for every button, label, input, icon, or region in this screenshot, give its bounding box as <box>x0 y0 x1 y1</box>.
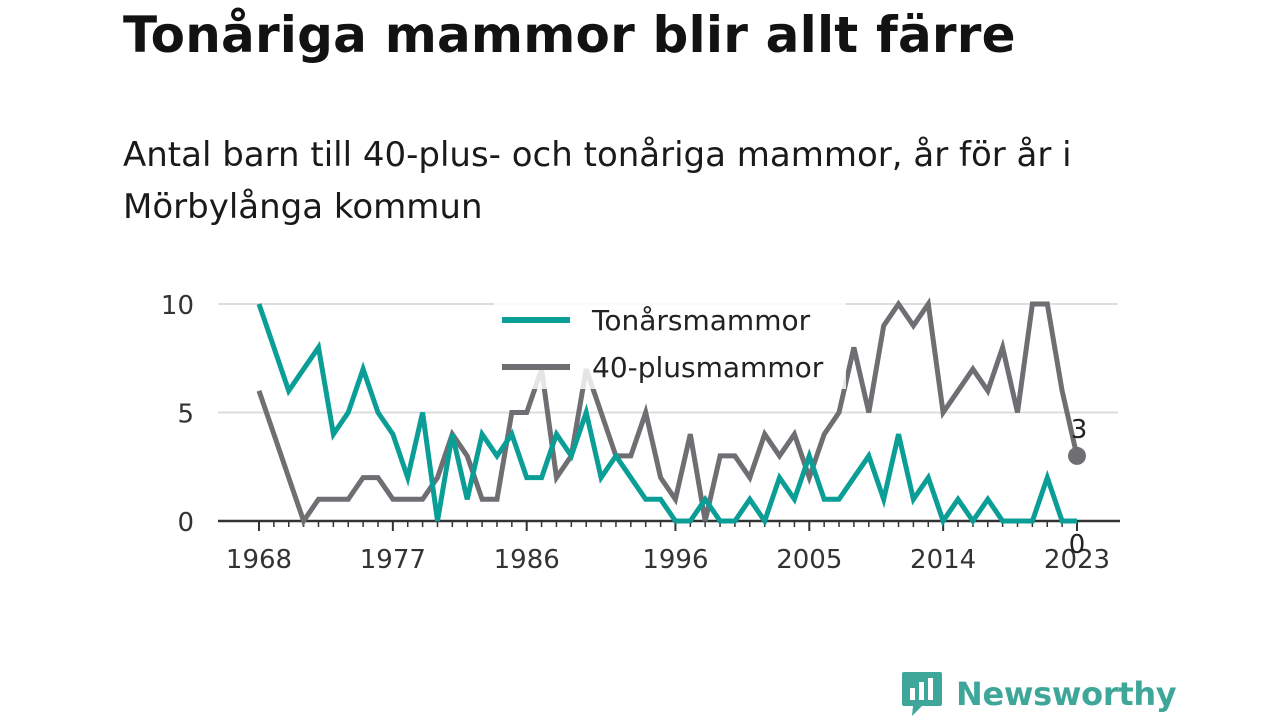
end-point-marker <box>1068 446 1086 465</box>
y-axis: 0 5 10 <box>161 291 194 538</box>
x-tick-label: 2014 <box>910 545 976 575</box>
newsworthy-logo[interactable]: Newsworthy <box>900 670 1177 718</box>
x-tick-label: 2005 <box>776 545 842 575</box>
legend-label: Tonårsmammor <box>591 304 811 337</box>
brand-name: Newsworthy <box>956 675 1177 713</box>
series-line-tonarsmammor <box>256 303 1077 527</box>
series-lines <box>256 297 1080 527</box>
chart-title: Tonåriga mammor blir allt färre <box>123 6 1016 64</box>
x-tick-label: 1977 <box>360 545 426 575</box>
end-labels: 30 <box>1068 415 1087 560</box>
x-axis: 1968 1977 1986 1996 2005 2014 2023 <box>218 519 1120 575</box>
x-tick-label: 1968 <box>226 545 292 575</box>
end-label-tonarsmammor: 0 <box>1069 530 1086 560</box>
x-tick-label: 1986 <box>494 545 560 575</box>
end-label-40-plusmammor: 3 <box>1071 415 1088 445</box>
legend-label: 40-plusmammor <box>592 351 824 384</box>
y-tick-label: 5 <box>177 400 194 430</box>
y-tick-label: 10 <box>161 291 194 321</box>
legend-background <box>494 297 846 389</box>
chart-subtitle: Antal barn till 40-plus- och tonåriga ma… <box>123 135 1072 227</box>
legend: Tonårsmammor 40-plusmammor <box>494 297 846 389</box>
newsworthy-logo-icon <box>902 672 942 716</box>
y-tick-label: 0 <box>177 508 194 538</box>
x-tick-label: 2023 <box>1044 545 1110 575</box>
series-line-40-plusmammor <box>256 297 1080 527</box>
x-tick-label: 1996 <box>642 545 708 575</box>
